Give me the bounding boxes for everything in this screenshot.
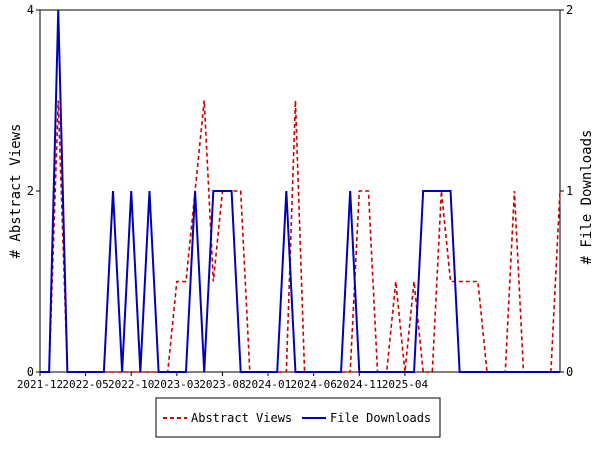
x-tick-label: 2022-10 (108, 378, 154, 391)
x-tick-label: 2023-03 (154, 378, 200, 391)
x-tick-label: 2024-01 (245, 378, 291, 391)
legend-label-file-downloads: File Downloads (330, 411, 431, 425)
series-line-abstract-views (40, 100, 561, 373)
x-tick-label: 2022-05 (62, 378, 108, 391)
legend-label-abstract-views: Abstract Views (191, 411, 292, 425)
x-tick-label: 2021-12 (17, 378, 63, 391)
left-tick-label: 2 (27, 184, 34, 198)
x-tick-label: 2023-08 (199, 378, 245, 391)
right-tick-label: 0 (566, 365, 573, 379)
axis-layer: 0 2 4 0 1 2 2021-12 2022-05 2022-10 2023-03 2023-0… (17, 3, 573, 391)
right-tick-label: 2 (566, 3, 573, 17)
right-tick-label: 1 (566, 184, 573, 198)
left-axis-label: # Abstract Views (8, 124, 24, 259)
x-tick-label: 2025-04 (382, 378, 429, 391)
series-layer (40, 9, 561, 373)
left-tick-label: 0 (27, 365, 34, 379)
legend: Abstract Views File Downloads (155, 397, 441, 438)
plot-area (39, 9, 561, 373)
x-tick-label: 2024-06 (291, 378, 337, 391)
right-axis-label: # File Downloads (579, 130, 595, 265)
x-tick-label: 2024-11 (336, 378, 382, 391)
series-line-file-downloads (40, 9, 560, 373)
legend-box (155, 397, 441, 438)
left-tick-label: 4 (27, 3, 34, 17)
